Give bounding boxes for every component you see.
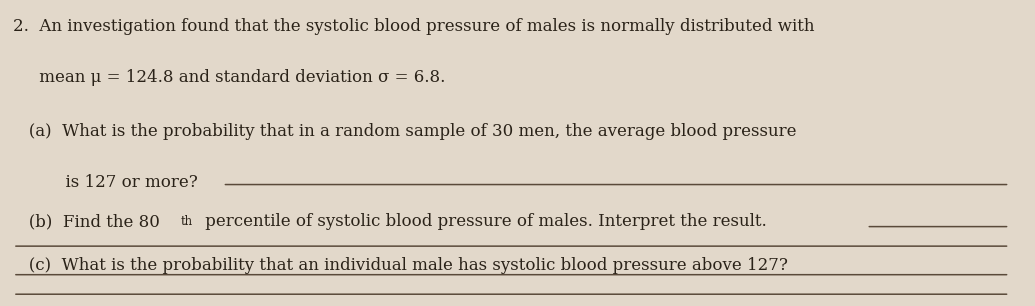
Text: percentile of systolic blood pressure of males. Interpret the result.: percentile of systolic blood pressure of…	[200, 213, 767, 230]
Text: 2.  An investigation found that the systolic blood pressure of males is normally: 2. An investigation found that the systo…	[13, 18, 815, 35]
Text: is 127 or more?: is 127 or more?	[13, 174, 198, 191]
Text: (a)  What is the probability that in a random sample of 30 men, the average bloo: (a) What is the probability that in a ra…	[13, 123, 797, 140]
Text: th: th	[181, 215, 194, 228]
Text: (c)  What is the probability that an individual male has systolic blood pressure: (c) What is the probability that an indi…	[13, 257, 788, 274]
Text: (b)  Find the 80: (b) Find the 80	[13, 213, 159, 230]
Text: mean μ = 124.8 and standard deviation σ = 6.8.: mean μ = 124.8 and standard deviation σ …	[13, 69, 445, 86]
